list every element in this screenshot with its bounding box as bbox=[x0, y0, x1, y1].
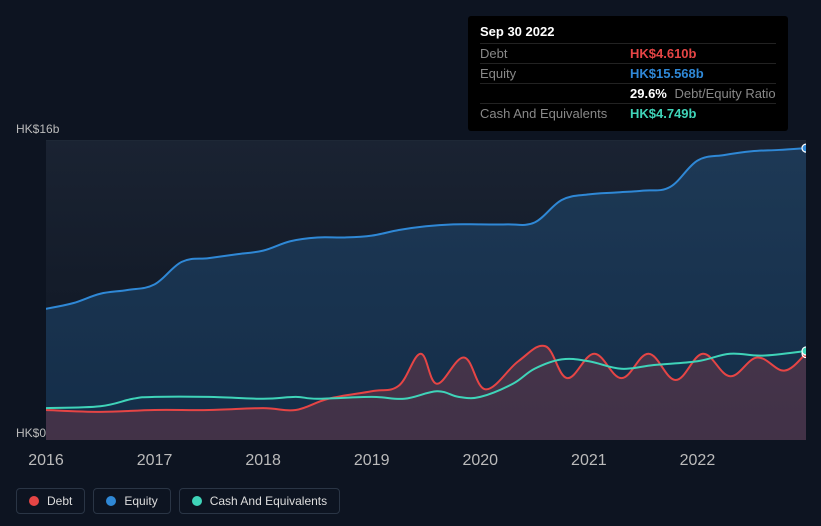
x-axis-tick: 2020 bbox=[462, 452, 498, 470]
x-axis: 2016201720182019202020212022 bbox=[46, 452, 806, 472]
tooltip-ratio-pct: 29.6% bbox=[630, 86, 667, 101]
legend-label: Equity bbox=[124, 494, 157, 508]
x-axis-tick: 2017 bbox=[137, 452, 173, 470]
legend-item-cash-and-equivalents[interactable]: Cash And Equivalents bbox=[179, 488, 340, 514]
legend-swatch bbox=[106, 496, 116, 506]
legend-item-equity[interactable]: Equity bbox=[93, 488, 170, 514]
tooltip-debt-label: Debt bbox=[480, 46, 630, 61]
chart-plot-area[interactable] bbox=[46, 140, 806, 440]
tooltip-equity-value: HK$15.568b bbox=[630, 66, 704, 81]
legend-label: Cash And Equivalents bbox=[210, 494, 327, 508]
tooltip-cash-label: Cash And Equivalents bbox=[480, 106, 630, 121]
chart-svg bbox=[46, 140, 806, 440]
tooltip-date: Sep 30 2022 bbox=[480, 24, 776, 39]
x-axis-tick: 2018 bbox=[245, 452, 281, 470]
chart-tooltip: Sep 30 2022 Debt HK$4.610b Equity HK$15.… bbox=[468, 16, 788, 131]
legend-item-debt[interactable]: Debt bbox=[16, 488, 85, 514]
chart-container: HK$16b HK$0 2016 2017 2018 2019 2020 2021 2022 bbox=[16, 120, 806, 520]
x-axis-tick: 2022 bbox=[680, 452, 716, 470]
tooltip-cash-value: HK$4.749b bbox=[630, 106, 696, 121]
legend-swatch bbox=[192, 496, 202, 506]
tooltip-equity-label: Equity bbox=[480, 66, 630, 81]
tooltip-ratio-spacer bbox=[480, 86, 630, 101]
tooltip-ratio-label: Debt/Equity Ratio bbox=[675, 86, 776, 101]
y-axis-label-max: HK$16b bbox=[16, 122, 59, 136]
x-axis-tick: 2019 bbox=[354, 452, 390, 470]
legend-label: Debt bbox=[47, 494, 72, 508]
chart-legend: Debt Equity Cash And Equivalents bbox=[16, 488, 340, 514]
x-axis-tick: 2021 bbox=[571, 452, 607, 470]
y-axis-label-min: HK$0 bbox=[16, 426, 46, 440]
tooltip-debt-value: HK$4.610b bbox=[630, 46, 696, 61]
legend-swatch bbox=[29, 496, 39, 506]
x-axis-tick: 2016 bbox=[28, 452, 64, 470]
